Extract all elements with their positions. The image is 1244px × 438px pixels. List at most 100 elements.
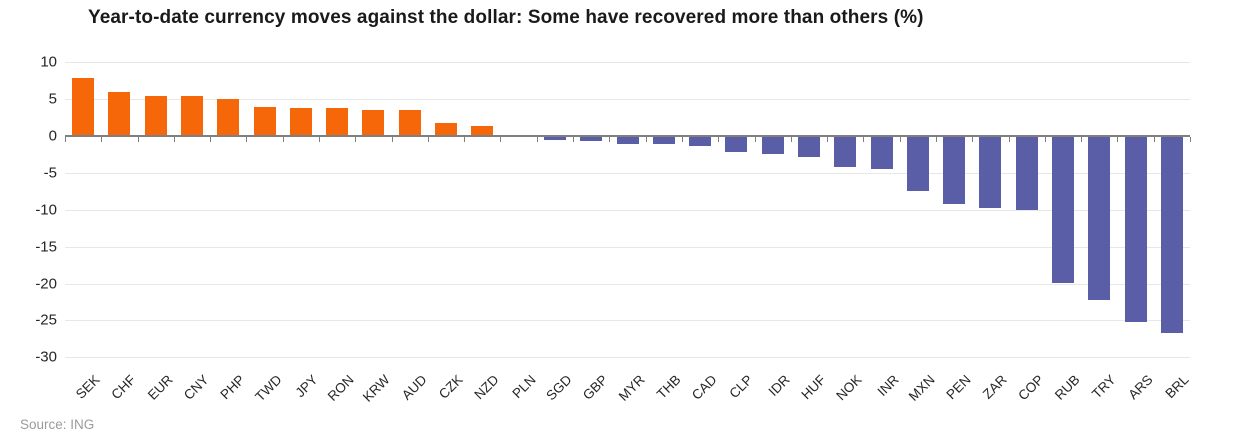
x-axis-tick-label-ron: RON [324,372,357,404]
x-axis-tick-label-cop: COP [1014,372,1047,404]
x-axis-tick-mark [210,137,212,142]
bar-huf [797,136,820,158]
x-axis-tick-label-nzd: NZD [471,372,502,403]
bar-chf [108,92,131,136]
bar-cny [181,96,204,136]
x-axis-tick-mark [101,137,103,142]
y-axis-tick-label: -20 [35,275,57,292]
x-axis-tick-mark [754,137,756,142]
bar-brl [1160,136,1183,333]
bar-zar [979,136,1002,208]
bar-sgd [543,136,566,140]
x-axis-tick-label-thb: THB [653,372,684,402]
x-axis-tick-mark [246,137,248,142]
gridline-y-5 [65,99,1190,101]
bar-clp [725,136,748,153]
x-axis-tick-label-sgd: SGD [543,372,575,404]
x-axis-tick-mark [137,137,139,142]
x-axis-tick-mark [1081,137,1083,142]
x-axis-tick-label-inr: INR [874,372,902,400]
bar-cop [1015,136,1038,210]
x-axis-tick-label-czk: CZK [435,372,466,402]
x-axis-tick-mark [536,137,538,142]
bar-nzd [471,125,494,136]
bar-idr [761,136,784,154]
bar-aud [398,110,421,136]
y-axis-tick-label: -5 [43,164,57,182]
bar-pen [943,136,966,204]
y-axis-tick-label: 0 [48,127,57,145]
x-axis-tick-label-zar: ZAR [980,372,1010,402]
x-axis-tick-mark [173,137,175,142]
y-axis-tick-label: 10 [40,53,57,71]
x-axis-tick-label-try: TRY [1089,372,1119,402]
bar-nok [834,136,857,167]
bar-twd [253,106,276,136]
x-axis-tick-mark [1190,137,1191,142]
x-axis-tick-mark [827,137,829,142]
x-axis-tick-label-cad: CAD [688,372,720,403]
gridline-y--25 [65,320,1190,322]
x-axis-tick-label-twd: TWD [251,372,285,405]
y-axis-tick-label: -30 [35,348,57,366]
bar-mxn [906,136,929,192]
x-axis-tick-mark [681,137,683,142]
x-axis-tick-label-gbp: GBP [580,372,611,403]
x-axis-tick-mark [935,137,937,142]
bar-try [1088,136,1111,301]
gridline-y--15 [65,246,1190,248]
bar-rub [1051,136,1074,283]
x-axis-tick-mark [427,137,429,142]
x-axis-tick-mark [355,137,357,142]
bar-thb [652,136,675,145]
bar-sek [72,78,95,136]
gridline-y-10 [65,62,1190,64]
y-axis-tick-label: -15 [35,238,57,256]
x-axis-tick-label-rub: RUB [1051,372,1083,403]
x-axis-tick-mark [1153,137,1155,142]
y-axis-tick-label: -10 [35,201,57,219]
x-axis-tick-mark [790,137,792,142]
bar-ron [326,107,349,136]
x-axis-tick-mark [645,137,647,142]
x-axis-tick-mark [464,137,466,142]
x-axis-tick-mark [391,137,393,142]
bar-ars [1124,136,1147,322]
x-axis-tick-label-aud: AUD [398,372,430,403]
x-axis-tick-mark [718,137,720,142]
gridline-y--20 [65,283,1190,285]
x-axis-line [65,135,1190,137]
x-axis-tick-mark [1117,137,1119,142]
x-axis-tick-mark [573,137,575,142]
x-axis-tick-label-pln: PLN [509,372,539,402]
bar-cad [689,136,712,147]
x-axis-tick-label-nok: NOK [833,372,865,404]
x-axis-tick-label-krw: KRW [360,372,394,405]
bar-czk [435,123,458,136]
gridline-y--10 [65,209,1190,211]
x-axis-tick-label-clp: CLP [726,372,756,402]
y-axis-tick-label: 5 [48,90,57,108]
x-axis-tick-mark [500,137,502,142]
bar-krw [362,110,385,136]
x-axis-tick-label-ars: ARS [1124,372,1156,403]
bar-myr [616,136,639,145]
x-axis-tick-label-cny: CNY [180,372,212,403]
gridline-y--5 [65,172,1190,174]
x-axis-tick-label-jpy: JPY [292,372,321,401]
bar-eur [144,96,167,136]
x-axis-tick-mark [319,137,321,142]
x-axis-tick-label-myr: MYR [615,372,648,404]
x-axis-tick-mark [972,137,974,142]
x-axis-tick-label-idr: IDR [765,372,793,400]
bar-gbp [580,136,603,142]
x-axis-tick-label-sek: SEK [73,372,103,402]
x-axis-tick-mark [282,137,284,142]
x-axis-tick-label-brl: BRL [1162,372,1192,402]
x-axis-tick-mark [609,137,611,142]
x-axis-tick-label-pen: PEN [943,372,974,403]
x-axis-tick-mark [1044,137,1046,142]
x-axis-tick-label-php: PHP [217,372,248,403]
